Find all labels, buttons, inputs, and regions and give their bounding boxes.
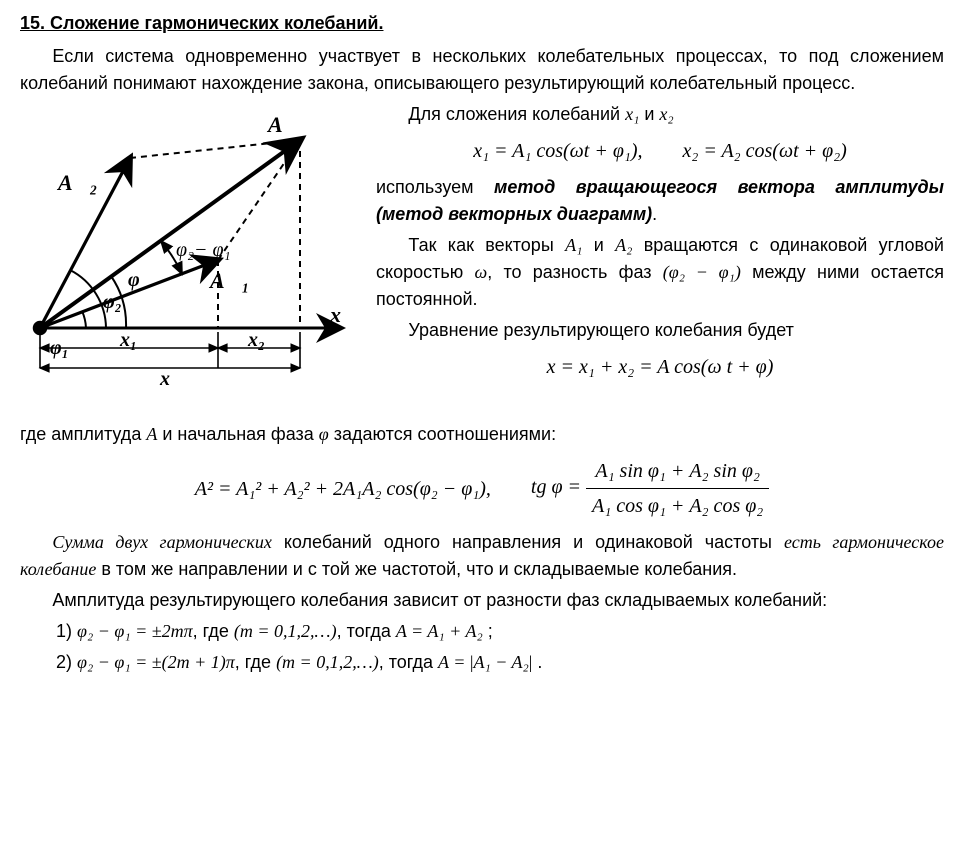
label-A1: A⃗₁	[208, 268, 249, 293]
sym-x2: x₂	[659, 104, 673, 124]
li1a: 1)	[56, 621, 77, 641]
li2f-pre: A =	[438, 652, 470, 672]
p7d: в том же направлении и с той же частотой…	[96, 559, 737, 579]
li2g: .	[532, 652, 542, 672]
section-title: 15. Сложение гармонических колебаний.	[20, 10, 944, 37]
case-2: 2) φ₂ − φ₁ = ±(2m + 1)π, где (m = 0,1,2,…	[56, 649, 944, 676]
eq3-num: A₁ sin φ₁ + A₂ sin φ₂	[586, 456, 769, 489]
p2a: Для сложения колебаний	[408, 104, 625, 124]
li2f-mid: A₁ − A₂	[473, 652, 528, 672]
eq1a: x₁ = A₁ cos(ωt + φ₁),	[473, 136, 642, 166]
eq3-tg: tg φ =	[531, 476, 581, 498]
p3a: используем	[376, 177, 494, 197]
p6a: где амплитуда	[20, 424, 146, 444]
p4d: , то разность фаз	[487, 262, 663, 282]
sym-x1: x₁	[625, 104, 639, 124]
p3c: .	[652, 204, 657, 224]
intro-paragraph: Если система одновременно участвует в не…	[20, 43, 944, 97]
p7a: Сумма двух гармонических	[52, 532, 271, 552]
li2d: (m = 0,1,2,…)	[276, 652, 379, 672]
li2c: , где	[235, 652, 276, 672]
eq3-left: A² = A₁² + A₂² + 2A₁A₂ cos(φ₂ − φ₁),	[195, 474, 491, 504]
sym-phasediff: (φ₂ − φ₁)	[663, 262, 741, 282]
eq3-den: A₁ cos φ₁ + A₂ cos φ₂	[586, 489, 769, 521]
p4a: Так как векторы	[408, 235, 565, 255]
label-x-axis: x	[329, 302, 341, 327]
li1d: (m = 0,1,2,…)	[234, 621, 337, 641]
li2a: 2)	[56, 652, 77, 672]
eq1b: x₂ = A₂ cos(ωt + φ₂)	[683, 136, 847, 166]
li2e: , тогда	[379, 652, 438, 672]
li2b: φ₂ − φ₁ = ±(2m + 1)π	[77, 652, 235, 672]
label-A: A⃗	[266, 112, 300, 137]
p2b: и	[639, 104, 659, 124]
equation-3: A² = A₁² + A₂² + 2A₁A₂ cos(φ₂ − φ₁), tg …	[20, 456, 944, 521]
p6b: и начальная фаза	[157, 424, 318, 444]
case-1: 1) φ₂ − φ₁ = ±2mπ, где (m = 0,1,2,…), то…	[56, 618, 944, 645]
li1e: , тогда	[337, 621, 396, 641]
label-A2: A⃗₂	[56, 170, 97, 195]
li1f: A = A₁ + A₂	[396, 621, 483, 641]
li1b: φ₂ − φ₁ = ±2mπ	[77, 621, 193, 641]
p6c: задаются соотношениями:	[329, 424, 556, 444]
sym-A1: A₁	[565, 235, 582, 255]
p7b: колебаний одного направления и одинаково…	[272, 532, 784, 552]
label-x2: x₂	[247, 329, 265, 351]
label-x1: x₁	[119, 329, 137, 351]
sym-omega: ω	[474, 262, 487, 282]
label-phi-diff: φ₂− φ₁	[176, 239, 231, 261]
vector-diagram-figure: A⃗ A⃗₁ A⃗₂ x φ₁ φ₂ φ φ₂− φ₁ x₁ x₂ x	[20, 105, 360, 415]
sym-A: A	[146, 424, 157, 444]
li1c: , где	[193, 621, 234, 641]
label-phi1: φ₁	[50, 337, 69, 359]
sym-phi: φ	[319, 424, 329, 444]
label-phi: φ	[128, 269, 140, 291]
label-xline: x	[159, 368, 170, 390]
sym-A2: A₂	[615, 235, 632, 255]
label-phi2: φ₂	[103, 291, 122, 313]
p8: Амплитуда результирующего колебания зави…	[20, 587, 944, 614]
li1g: ;	[483, 621, 493, 641]
p4b: и	[582, 235, 615, 255]
